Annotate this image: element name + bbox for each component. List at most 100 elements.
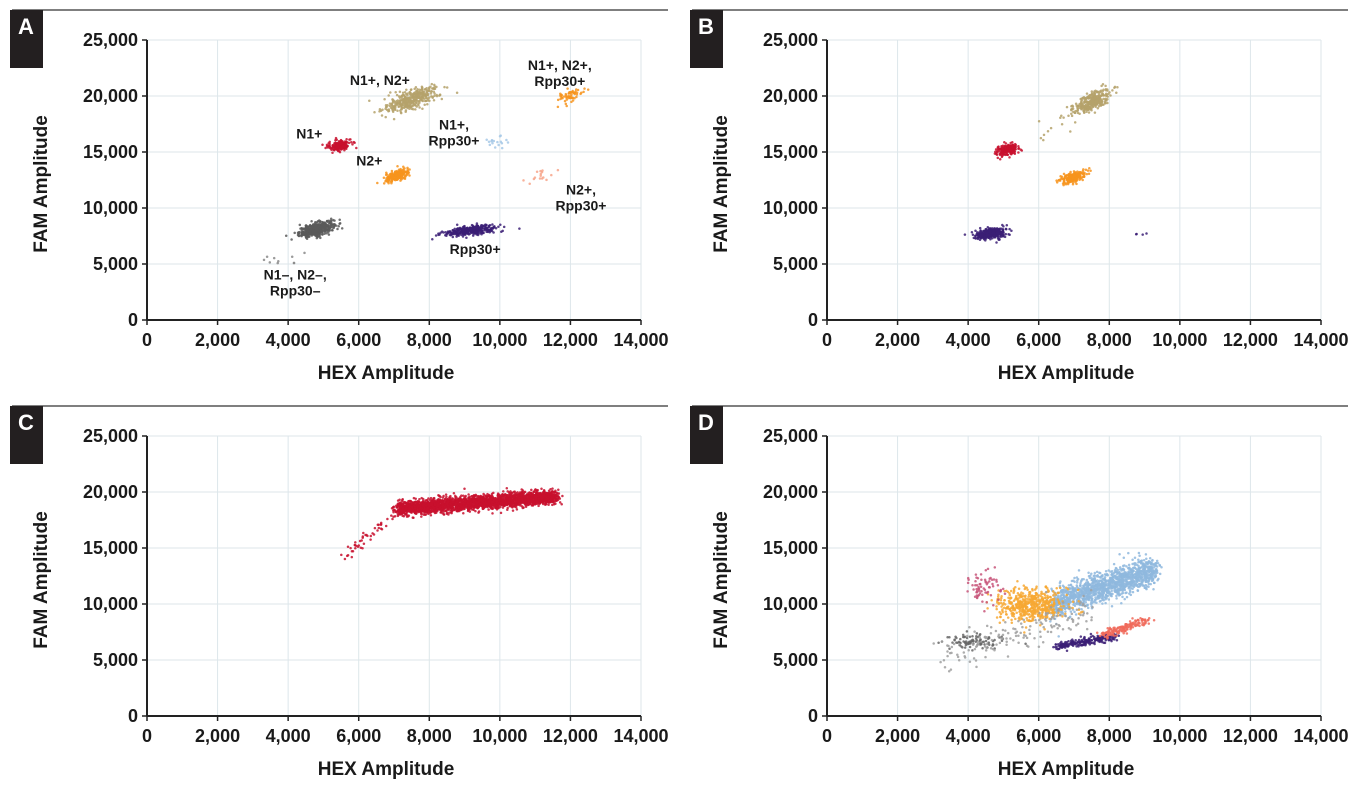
cluster-annotation: N2+,: [566, 182, 596, 198]
data-point: [396, 505, 399, 509]
x-tick-label: 10,000: [1152, 330, 1207, 350]
data-point: [345, 144, 349, 147]
data-point: [460, 494, 463, 497]
data-point: [1094, 89, 1097, 92]
data-point: [1086, 100, 1089, 104]
data-point: [292, 261, 296, 265]
data-point: [406, 93, 409, 97]
data-point: [475, 222, 479, 225]
data-point: [1088, 93, 1092, 97]
data-point: [392, 105, 396, 109]
data-point: [391, 517, 394, 521]
data-point: [580, 91, 583, 95]
data-point: [308, 224, 311, 228]
data-point: [539, 172, 543, 176]
data-point: [310, 219, 313, 223]
data-point: [387, 94, 390, 97]
data-point: [485, 228, 488, 232]
data-point: [471, 224, 475, 227]
data-point: [421, 94, 425, 97]
data-point: [1063, 181, 1066, 184]
data-point: [327, 226, 331, 229]
data-point: [398, 96, 402, 99]
data-point: [494, 227, 498, 230]
data-point: [429, 513, 433, 517]
data-point: [326, 223, 329, 227]
data-point: [1097, 92, 1101, 95]
data-point: [986, 231, 990, 234]
data-point: [1089, 99, 1093, 102]
data-point: [490, 139, 493, 143]
data-point: [309, 232, 313, 236]
data-point: [1062, 183, 1065, 187]
data-point: [530, 493, 534, 496]
data-point: [503, 493, 507, 496]
data-point: [426, 103, 429, 106]
data-point: [331, 151, 334, 155]
panel-label-box: [690, 10, 723, 68]
data-point: [438, 93, 442, 97]
data-point: [558, 501, 562, 504]
panel-label: C: [18, 410, 34, 435]
data-point: [997, 237, 1001, 240]
data-point: [450, 233, 453, 236]
data-point: [319, 229, 323, 232]
data-point: [414, 86, 418, 89]
data-point: [1102, 103, 1105, 106]
data-point: [429, 92, 433, 95]
data-point: [561, 494, 564, 498]
data-point: [421, 107, 424, 111]
points-layer: [963, 83, 1148, 244]
data-point: [1074, 102, 1078, 106]
data-point: [569, 96, 573, 100]
data-point: [1062, 177, 1066, 181]
data-point: [412, 496, 416, 500]
data-point: [565, 104, 568, 108]
data-point: [1004, 232, 1008, 236]
data-point: [1105, 99, 1108, 102]
data-point: [414, 99, 417, 103]
data-point: [1060, 114, 1063, 118]
data-point: [391, 509, 395, 512]
data-point: [314, 234, 317, 238]
data-point: [1065, 105, 1069, 109]
data-point: [1090, 97, 1094, 100]
data-point: [1000, 144, 1003, 148]
chart-b: B0 2,000 4,000 6,000 8,000 10,000 12,000 14,000…: [690, 9, 1349, 384]
data-point: [480, 233, 483, 236]
data-point: [405, 88, 408, 92]
x-tick-label: 2,000: [875, 330, 920, 350]
data-point: [1097, 101, 1101, 104]
data-point: [1082, 101, 1085, 105]
panel-label: A: [18, 14, 34, 39]
data-point: [482, 231, 485, 235]
x-tick-label: 6,000: [1016, 330, 1061, 350]
data-point: [327, 233, 331, 236]
data-point: [1069, 175, 1072, 178]
data-point: [427, 512, 430, 515]
data-point: [390, 104, 394, 108]
data-point: [432, 98, 436, 102]
data-point: [332, 144, 336, 147]
data-point: [386, 179, 390, 183]
data-point: [404, 100, 408, 103]
data-point: [315, 228, 319, 232]
data-point: [303, 251, 306, 255]
data-point: [488, 228, 492, 231]
data-point: [312, 232, 316, 235]
chart-c: C0 2,000 4,000 6,000 8,000 10,000 12,000 14,000…: [10, 405, 669, 780]
data-point: [1104, 92, 1108, 95]
data-point: [1064, 183, 1068, 186]
data-point: [1003, 140, 1006, 144]
data-point: [417, 104, 420, 107]
cluster-annotation: Rpp30+: [450, 241, 501, 257]
x-tick-label: 10,000: [472, 330, 527, 350]
data-point: [496, 492, 500, 495]
data-point: [1071, 104, 1074, 107]
data-point: [268, 261, 272, 264]
data-point: [382, 182, 386, 185]
data-point: [410, 88, 413, 91]
data-point: [1074, 177, 1077, 181]
data-point: [398, 173, 401, 177]
data-point: [320, 232, 324, 236]
